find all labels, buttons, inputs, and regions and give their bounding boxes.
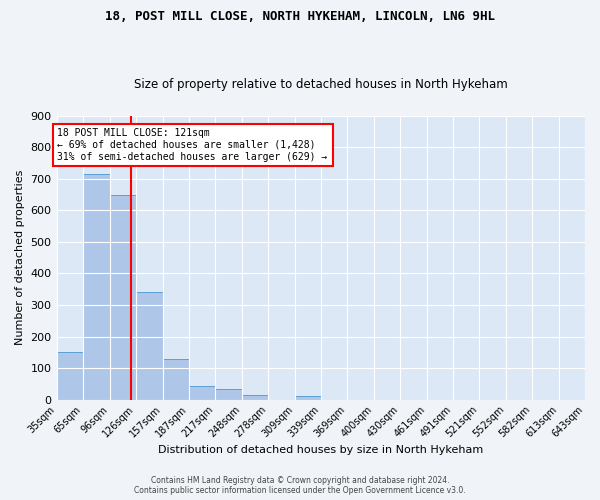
- Bar: [295, 396, 321, 400]
- Bar: [110, 194, 136, 400]
- Bar: [56, 352, 83, 400]
- Text: 18 POST MILL CLOSE: 121sqm
← 69% of detached houses are smaller (1,428)
31% of s: 18 POST MILL CLOSE: 121sqm ← 69% of deta…: [58, 128, 328, 162]
- Bar: [83, 174, 110, 400]
- Bar: [163, 358, 188, 400]
- Y-axis label: Number of detached properties: Number of detached properties: [15, 170, 25, 346]
- X-axis label: Distribution of detached houses by size in North Hykeham: Distribution of detached houses by size …: [158, 445, 484, 455]
- Bar: [242, 396, 268, 400]
- Bar: [136, 292, 163, 400]
- Title: Size of property relative to detached houses in North Hykeham: Size of property relative to detached ho…: [134, 78, 508, 91]
- Text: Contains HM Land Registry data © Crown copyright and database right 2024.
Contai: Contains HM Land Registry data © Crown c…: [134, 476, 466, 495]
- Bar: [215, 389, 242, 400]
- Bar: [188, 386, 215, 400]
- Text: 18, POST MILL CLOSE, NORTH HYKEHAM, LINCOLN, LN6 9HL: 18, POST MILL CLOSE, NORTH HYKEHAM, LINC…: [105, 10, 495, 23]
